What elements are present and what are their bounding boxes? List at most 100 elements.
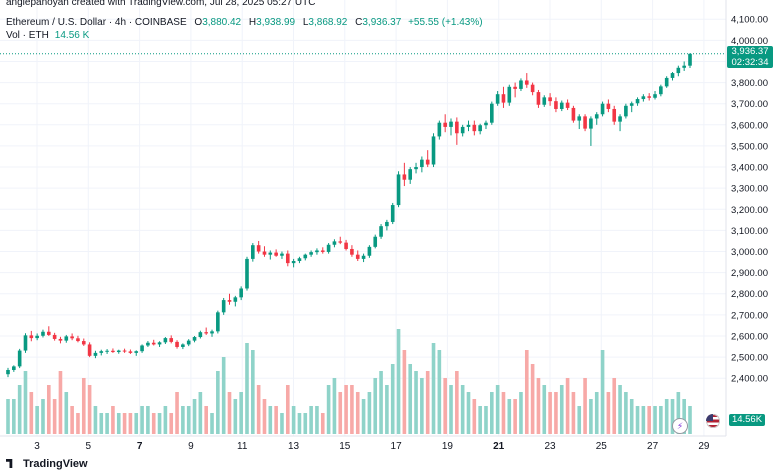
bar-countdown: 02:32:34	[731, 57, 769, 68]
volume-bar	[99, 413, 104, 434]
candle-body	[606, 103, 611, 109]
candle-body	[425, 159, 430, 165]
candle-body	[181, 344, 185, 347]
volume-bar	[181, 406, 185, 434]
candle-body	[64, 336, 69, 341]
volume-bar	[641, 406, 646, 434]
volume-bar	[624, 392, 628, 434]
volume-bar	[367, 392, 372, 434]
candle-body	[524, 80, 529, 85]
candle-body	[81, 341, 86, 345]
candle-body	[76, 338, 80, 342]
candle-body	[472, 124, 477, 132]
candle-body	[221, 300, 226, 313]
candle-body	[420, 159, 424, 168]
volume-bar	[664, 399, 669, 434]
chart-credit: anglepanoyan created with TradingView.co…	[6, 0, 316, 8]
candle-body	[653, 94, 657, 98]
candle-body	[618, 116, 622, 122]
volume-bar	[618, 385, 622, 434]
volume-bar	[17, 385, 22, 434]
time-tick-label: 25	[596, 441, 608, 452]
candle-body	[536, 92, 541, 105]
candle-body	[251, 245, 255, 259]
time-tick-label: 29	[698, 441, 710, 452]
volume-bar	[280, 413, 284, 434]
time-tick-label: 21	[493, 441, 505, 452]
candle-body	[589, 118, 593, 129]
candle-body	[379, 226, 383, 237]
volume-bar	[198, 392, 203, 434]
volume-bar	[151, 413, 156, 434]
volume-bar	[256, 385, 261, 434]
price-tick-label: 3,400.00	[731, 163, 768, 174]
volume-bar	[612, 378, 617, 434]
candle-body	[373, 236, 378, 247]
price-tick-label: 2,800.00	[731, 289, 768, 300]
volume-bar	[210, 413, 214, 434]
tradingview-logo[interactable]: TradingView	[6, 458, 88, 470]
candle-body	[437, 122, 442, 137]
volume-bar	[536, 378, 541, 434]
volume-bar	[204, 406, 208, 434]
candle-body	[58, 338, 63, 341]
price-tick-label: 2,900.00	[731, 268, 768, 279]
price-tick-label: 3,500.00	[731, 141, 768, 152]
grid-lines	[0, 0, 726, 436]
volume-bar	[326, 385, 331, 434]
candlestick-series	[6, 53, 692, 378]
candle-body	[664, 77, 669, 87]
candle-body	[612, 108, 617, 122]
volume-bar	[350, 385, 354, 434]
time-tick-label: 11	[237, 441, 248, 452]
price-tick-label: 2,600.00	[731, 331, 768, 342]
candle-body	[140, 345, 144, 352]
candle-body	[46, 331, 51, 335]
volume-bar	[285, 385, 290, 434]
volume-bar	[12, 399, 16, 434]
candle-body	[175, 341, 179, 347]
candle-body	[670, 73, 675, 78]
candle-body	[449, 121, 453, 127]
candle-body	[338, 241, 343, 243]
open-value: 3,880.42	[202, 17, 242, 28]
candle-body	[116, 350, 121, 353]
price-axis: 2,400.00 2,500.00 2,600.00 2,700.00 2,800.00…	[731, 15, 768, 385]
volume-bar	[443, 378, 447, 434]
candle-body	[297, 258, 302, 262]
volume-bar	[600, 350, 605, 434]
volume-bar	[233, 399, 238, 434]
volume-value: 14.56 K	[54, 30, 90, 41]
volume-bar	[344, 385, 348, 434]
candle-body	[17, 350, 22, 367]
time-axis: 3 5 7 9 11 13 15 17 19 21 23 25 27 29	[34, 441, 710, 452]
candle-body	[99, 351, 104, 353]
symbol-title[interactable]: Ethereum / U.S. Dollar · 4h · COINBASE	[6, 17, 187, 28]
volume-bar	[46, 385, 51, 434]
volume-bar	[437, 350, 442, 434]
candle-body	[443, 122, 447, 127]
tradingview-logo-text: TradingView	[23, 458, 88, 470]
candle-body	[6, 369, 10, 375]
volume-bar	[245, 343, 249, 434]
symbol-legend: Ethereum / U.S. Dollar · 4h · COINBASE O…	[6, 16, 483, 30]
volume-bar	[268, 406, 273, 434]
volume-bar	[431, 343, 436, 434]
volume-bar	[146, 406, 150, 434]
volume-bar	[495, 385, 500, 434]
volume-bar	[76, 413, 80, 434]
candle-body	[490, 103, 494, 123]
volume-bar	[134, 413, 139, 434]
volume-bar	[41, 399, 45, 434]
volume-bar	[583, 378, 587, 434]
flash-icon[interactable]: ⚡	[672, 418, 688, 434]
last-price-badge: 3,936.37 02:32:34	[727, 46, 773, 68]
volume-bar	[122, 413, 127, 434]
volume-bar	[315, 406, 319, 434]
high-value: 3,938.99	[256, 17, 296, 28]
volume-bar	[420, 378, 424, 434]
candle-body	[466, 124, 471, 127]
volume-label[interactable]: Vol · ETH	[6, 30, 49, 41]
candle-body	[216, 312, 220, 332]
